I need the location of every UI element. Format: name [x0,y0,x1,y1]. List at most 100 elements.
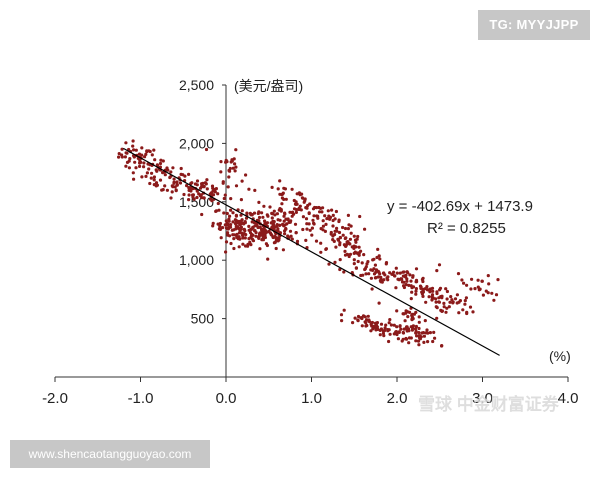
scatter-point [187,198,191,202]
scatter-point [219,236,223,240]
scatter-point [338,243,342,247]
scatter-point [354,240,358,244]
scatter-point [382,329,387,333]
scatter-point [257,215,262,220]
scatter-point [395,309,399,313]
scatter-point [331,213,335,217]
scatter-point [244,173,248,177]
scatter-point [387,339,391,344]
scatter-point [405,329,409,333]
scatter-point [421,276,425,280]
scatter-point [438,288,442,292]
scatter-point [253,188,257,192]
scatter-point [249,243,253,247]
scatter-point [331,224,335,228]
scatter-point [335,226,339,230]
scatter-point [289,219,293,223]
scatter-point [197,192,201,196]
scatter-point [280,202,284,206]
scatter-point [481,293,485,297]
scatter-point [145,171,149,175]
scatter-point [435,269,439,273]
scatter-point [370,287,374,291]
scatter-point [216,201,220,206]
scatter-point [278,231,282,235]
scatter-point [158,178,163,182]
scatter-point [123,155,127,159]
scatter-point [414,287,418,291]
scatter-point [302,200,306,204]
scatter-point [228,214,232,218]
scatter-point [153,158,157,162]
scatter-point [285,222,289,226]
scatter-point [241,242,245,246]
scatter-point [222,196,226,201]
scatter-point [400,277,404,281]
scatter-point [143,155,147,159]
scatter-point [307,222,311,226]
scatter-point [343,226,348,231]
scatter-point [347,254,351,259]
scatter-point [341,225,345,230]
scatter-point [281,248,285,252]
scatter-point [258,247,262,251]
scatter-point [204,147,209,152]
scatter-point [250,212,254,217]
scatter-point [237,245,241,249]
scatter-point [408,273,412,277]
scatter-point [260,211,264,215]
scatter-point [240,179,244,183]
scatter-point [396,277,400,281]
scatter-point [367,272,371,276]
scatter-point [362,253,366,257]
scatter-point [337,230,342,235]
scatter-point [424,331,428,335]
scatter-point [473,287,477,291]
scatter-point [282,214,286,218]
scatter-point [283,187,287,191]
scatter-point [263,219,267,223]
scatter-point [272,220,276,224]
scatter-point [384,323,388,327]
scatter-point [230,159,234,163]
scatter-point [284,197,288,201]
scatter-point [340,319,344,323]
scatter-point [234,148,238,152]
scatter-point [242,227,246,231]
scatter-point [120,153,124,157]
scatter-point [435,291,439,296]
y-tick-label: 500 [191,311,215,327]
scatter-point [261,238,265,242]
scatter-point [239,198,243,202]
scatter-point [276,239,280,243]
scatter-point [300,192,304,196]
scatter-point [183,174,187,178]
scatter-point [270,216,274,220]
scatter-point [480,279,484,283]
y-tick-label: 2,000 [179,135,214,151]
scatter-point [171,166,175,170]
scatter-point [440,309,444,313]
scatter-point [356,314,361,319]
scatter-point [431,339,435,344]
scatter-point [271,223,275,227]
scatter-point [382,271,386,275]
scatter-point [324,222,328,226]
scatter-point [290,214,294,218]
scatter-point [440,296,444,300]
scatter-point [387,328,391,332]
scatter-point [342,308,346,312]
scatter-point [294,210,298,214]
scatter-point [170,190,174,194]
scatter-point [453,297,458,301]
scatter-point [229,241,233,246]
scatter-point [240,209,244,213]
scatter-point [417,326,421,331]
scatter-point [283,232,287,236]
scatter-point [356,234,360,239]
scatter-point [163,184,167,188]
scatter-point [231,211,235,215]
scatter-point [228,166,232,171]
scatter-point [266,257,270,261]
scatter-point [226,185,230,189]
